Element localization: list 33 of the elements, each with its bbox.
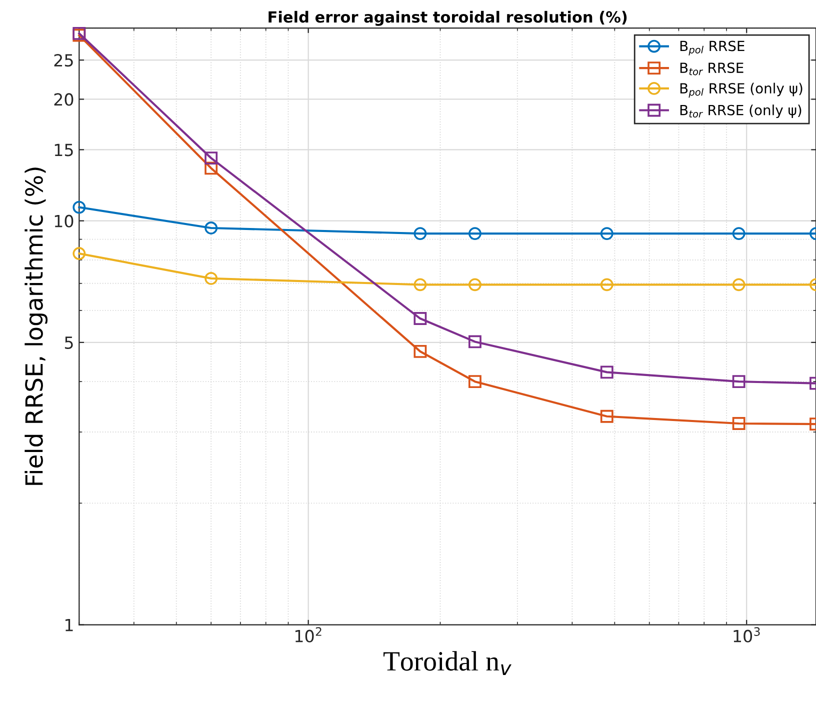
legend-label: B$_{pol}$ RRSE	[680, 40, 744, 56]
y-tick-label: 15	[54, 144, 73, 156]
y-tick-label: 25	[54, 54, 73, 67]
x-tick-label: 10$^{3}$	[734, 627, 760, 642]
point	[72, 200, 86, 214]
legend-label: B$_{tor}$ RRSE	[680, 62, 744, 76]
point	[468, 335, 482, 348]
x-tick-label: 10$^{2}$	[295, 627, 322, 642]
point	[468, 227, 482, 240]
point	[600, 366, 614, 379]
legend-label: B$_{tor}$ RRSE (only ψ)	[680, 104, 802, 118]
point	[204, 152, 218, 165]
y-tick-label: 5	[64, 336, 73, 349]
point	[204, 272, 218, 285]
chart-title: Field error against toroidal resolution (%)	[268, 10, 627, 26]
point	[72, 247, 86, 260]
point	[204, 222, 218, 234]
y-tick-label: 1	[66, 618, 73, 632]
y-tick-label: 20	[54, 93, 74, 106]
point	[468, 375, 482, 388]
point	[600, 227, 614, 240]
point	[600, 410, 614, 423]
x-axis-title: Toroidal n$_{v}$	[383, 651, 512, 675]
point	[468, 278, 482, 292]
point	[204, 162, 218, 175]
point	[732, 375, 746, 388]
point	[732, 227, 746, 240]
point	[600, 278, 614, 292]
y-tick-label: 10	[54, 214, 74, 228]
point	[732, 278, 746, 292]
y-axis-title: Field RRSE, logarithmic (%)	[24, 168, 48, 485]
legend-label: B$_{pol}$ RRSE (only ψ)	[680, 82, 802, 98]
point	[732, 417, 746, 430]
